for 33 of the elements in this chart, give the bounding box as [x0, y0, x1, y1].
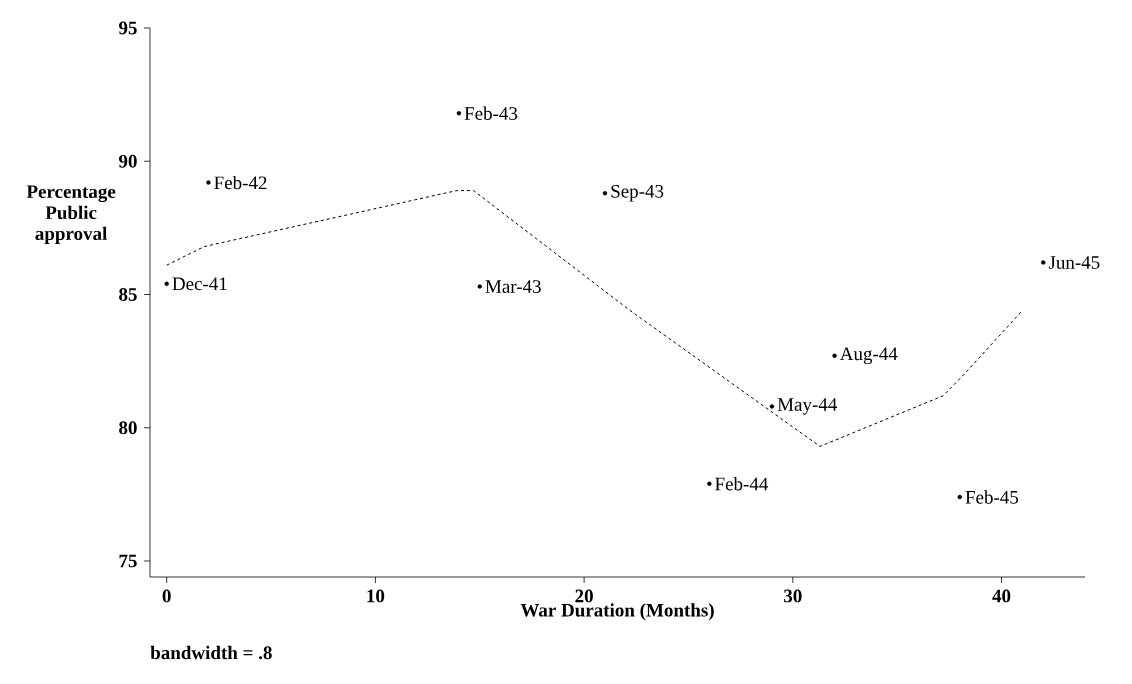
y-tick-label: 85 — [119, 288, 137, 301]
point — [1041, 260, 1046, 265]
point — [206, 180, 211, 185]
point — [477, 284, 482, 289]
x-tick-label: 20 — [575, 589, 593, 603]
data-label: Dec-41 — [172, 277, 227, 291]
text: bandwidth = .8 — [150, 645, 272, 660]
x-tick-label: 0 — [162, 589, 171, 603]
x-tick-label: 40 — [992, 589, 1011, 603]
data-label: Feb-43 — [464, 106, 518, 120]
x-tick-label: 10 — [367, 589, 385, 603]
data-label: Sep-43 — [611, 184, 664, 202]
point — [456, 111, 462, 116]
y-tick-label: 75 — [119, 554, 137, 568]
point — [832, 353, 837, 358]
y-tick-label: 80 — [119, 421, 137, 435]
y-tick-label: 95 — [118, 21, 137, 35]
data-label: May-44 — [777, 398, 838, 415]
data-label: Mar-43 — [485, 280, 541, 293]
data-label: Aug-44 — [839, 347, 898, 365]
y-tick-label: 90 — [118, 154, 137, 168]
data-label: Feb-44 — [715, 477, 769, 491]
point — [707, 481, 712, 486]
x-axis-title: War Duration (Months) — [520, 603, 714, 621]
data-label: Feb-45 — [965, 490, 1019, 504]
data-label: Feb-42 — [214, 175, 267, 190]
point — [602, 191, 608, 196]
point — [957, 494, 962, 500]
y-axis-title: Percentage Public approval — [26, 185, 116, 244]
point — [164, 281, 169, 287]
x-tick-label: 30 — [784, 589, 802, 603]
point — [769, 404, 775, 409]
data-label: Jun-45 — [1048, 256, 1100, 269]
